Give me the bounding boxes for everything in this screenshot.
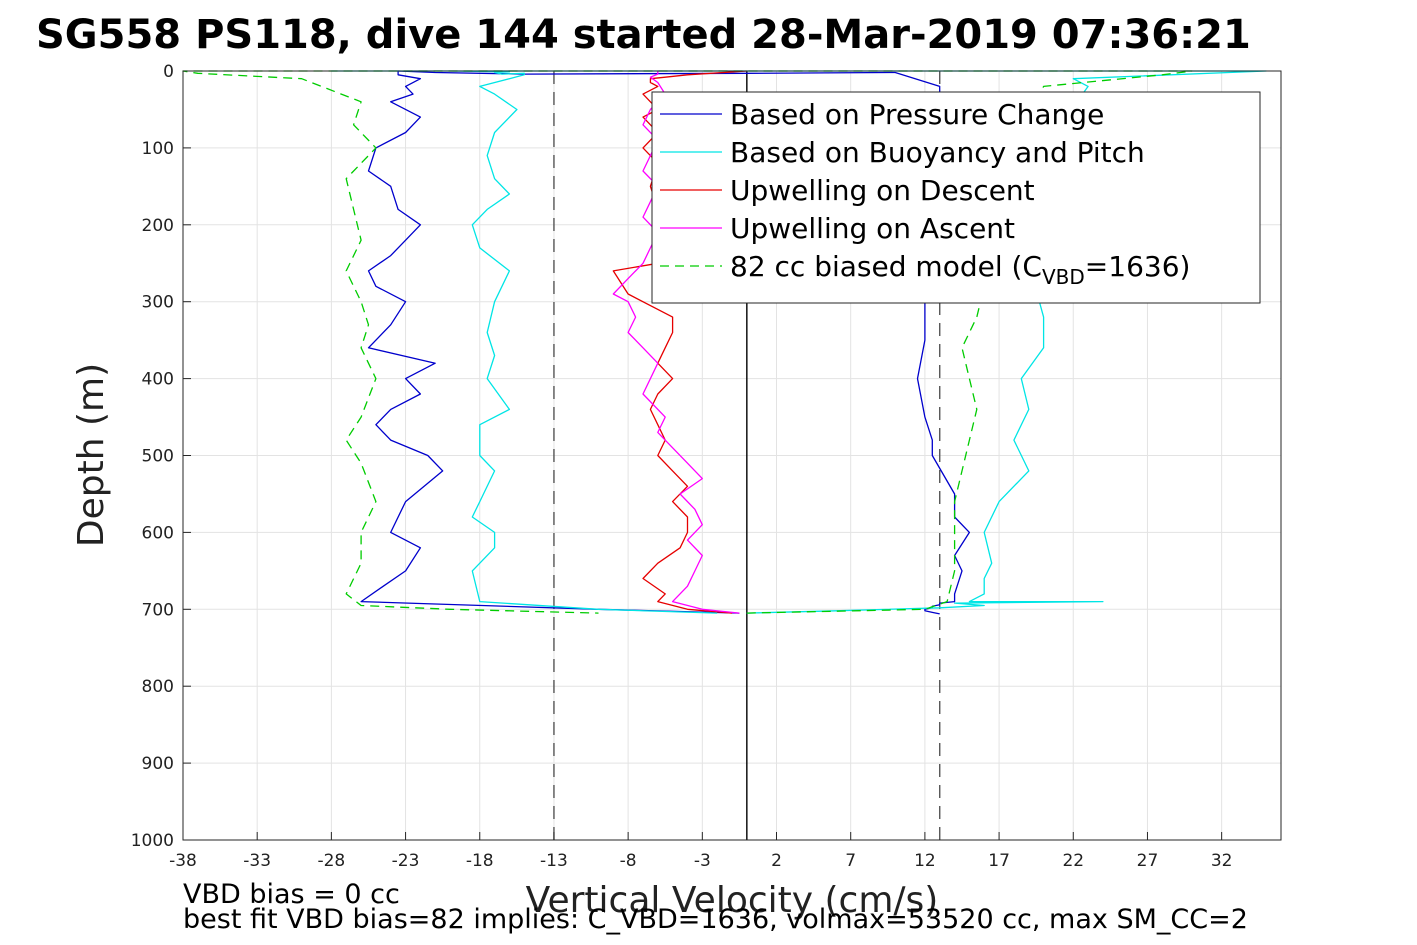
- y-tick-label: 100: [142, 139, 174, 159]
- x-axis-label: Vertical Velocity (cm/s): [526, 880, 939, 921]
- chart-title: SG558 PS118, dive 144 started 28-Mar-201…: [36, 12, 1251, 58]
- x-tick-label: -33: [243, 851, 271, 871]
- y-axis-label: Depth (m): [71, 363, 112, 547]
- series-line: [612, 71, 740, 614]
- legend-label: Based on Buoyancy and Pitch: [730, 136, 1145, 169]
- y-axis-ticks: 0 100 200 300 400 500 600 700 800 900 1000: [131, 62, 191, 851]
- y-tick-label: 400: [142, 370, 174, 390]
- x-tick-label: -13: [540, 851, 568, 871]
- y-tick-label: 200: [142, 216, 174, 236]
- y-tick-label: 900: [142, 754, 174, 774]
- legend-label-main: 82 cc biased model (C: [730, 250, 1042, 283]
- x-tick-label: 17: [988, 851, 1010, 871]
- x-tick-label: -23: [392, 851, 420, 871]
- legend: Based on Pressure Change Based on Buoyanc…: [651, 91, 1261, 304]
- x-tick-label: -3: [694, 851, 711, 871]
- data-series: [182, 70, 1267, 615]
- legend-label-subscript: VBD: [1042, 265, 1085, 289]
- x-tick-label: 32: [1211, 851, 1233, 871]
- legend-label-tail: =1636): [1085, 250, 1191, 283]
- x-tick-label: -28: [317, 851, 345, 871]
- best-fit-note: best fit VBD bias=82 implies: C_VBD=1636…: [183, 904, 1248, 935]
- legend-label: Based on Pressure Change: [730, 98, 1104, 131]
- y-tick-label: 600: [142, 523, 174, 543]
- y-tick-label: 500: [142, 447, 174, 467]
- x-axis-ticks: -38 -33 -28 -23 -18 -13 -8 -3 2 7 12 17 22 27 32: [169, 832, 1232, 871]
- series-line: [182, 70, 1193, 614]
- x-tick-label: 27: [1137, 851, 1159, 871]
- y-tick-label: 800: [142, 677, 174, 697]
- x-tick-label: -8: [620, 851, 637, 871]
- vbd-bias-note: VBD bias = 0 cc: [183, 879, 400, 910]
- x-tick-label: 12: [914, 851, 936, 871]
- legend-label: Upwelling on Ascent: [730, 212, 1015, 245]
- x-tick-label: -38: [169, 851, 197, 871]
- y-tick-label: 1000: [131, 831, 174, 851]
- x-tick-label: 22: [1062, 851, 1084, 871]
- x-tick-label: 7: [845, 851, 856, 871]
- legend-label: Upwelling on Descent: [730, 174, 1035, 207]
- series-line: [330, 70, 1267, 614]
- y-tick-label: 0: [163, 62, 174, 82]
- legend-label: 82 cc biased model (CVBD=1636): [730, 250, 1190, 289]
- legend-box: [651, 91, 1261, 304]
- y-tick-label: 700: [142, 600, 174, 620]
- x-tick-label: -18: [466, 851, 494, 871]
- series-line: [360, 70, 971, 615]
- x-tick-label: 2: [771, 851, 782, 871]
- y-tick-label: 300: [142, 293, 174, 313]
- series-line: [612, 70, 747, 614]
